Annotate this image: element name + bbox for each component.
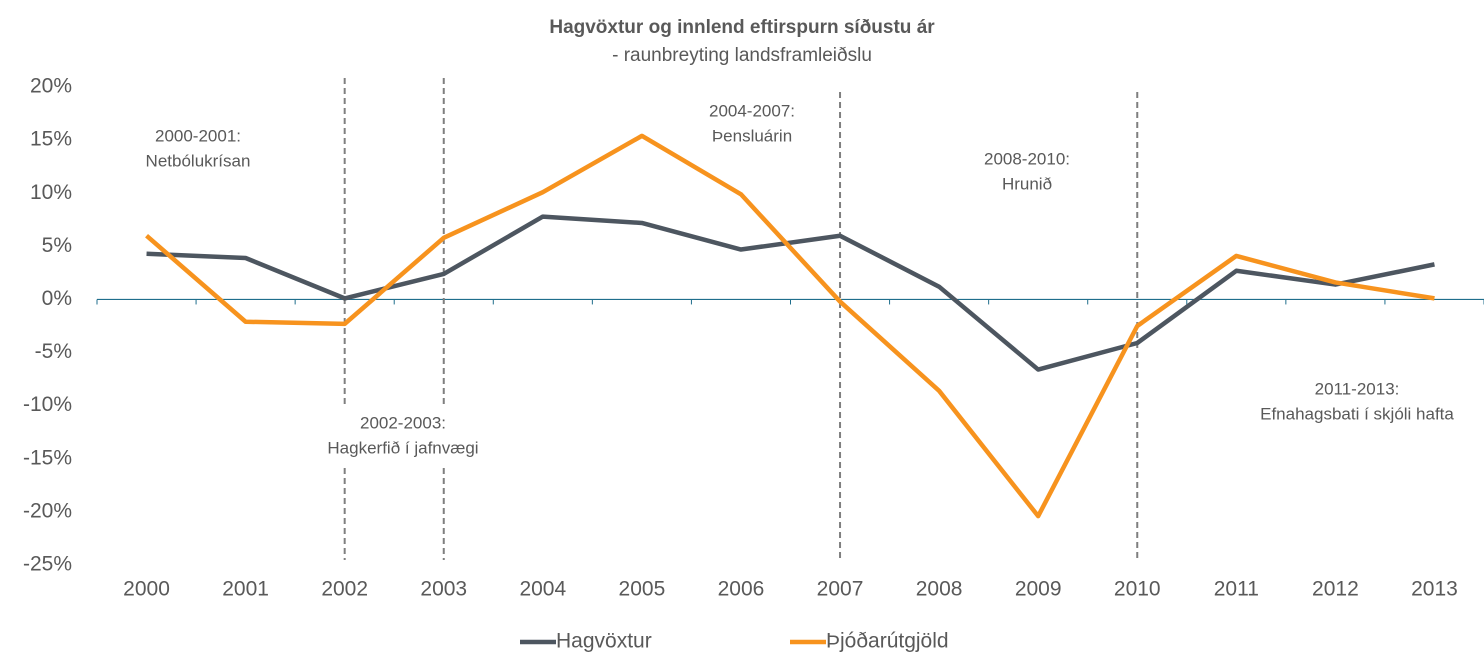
chart-subtitle: - raunbreyting landsframleiðslu	[612, 45, 872, 66]
annotation: Þensluárin	[712, 126, 792, 145]
annotation: 2011-2013:	[1315, 379, 1400, 398]
y-tick-label: -25%	[23, 553, 72, 576]
x-tick-label: 2002	[321, 578, 368, 601]
x-tick-label: 2000	[123, 578, 170, 601]
x-tick-label: 2008	[916, 578, 963, 601]
y-tick-label: 20%	[30, 75, 72, 98]
y-tick-label: -10%	[23, 393, 72, 416]
x-tick-label: 2012	[1312, 578, 1359, 601]
legend-label: Hagvöxtur	[556, 630, 652, 653]
series-line	[146, 214, 1435, 372]
x-tick-label: 2005	[619, 578, 666, 601]
x-tick-label: 2013	[1411, 578, 1458, 601]
series-line	[145, 133, 1435, 519]
annotation: 2004-2007:	[709, 101, 795, 120]
x-tick-label: 2009	[1015, 578, 1062, 601]
x-tick-label: 2010	[1114, 578, 1161, 601]
annotation: Hrunið	[1002, 174, 1052, 193]
annotation: 2000-2001:	[155, 126, 241, 145]
x-tick-label: 2004	[519, 578, 566, 601]
chart-title: Hagvöxtur og innlend eftirspurn síðustu …	[549, 17, 935, 38]
annotation: Hagkerfið í jafnvægi	[327, 438, 478, 457]
annotation: 2008-2010:	[984, 149, 1070, 168]
annotation: 2002-2003:	[360, 413, 446, 432]
x-tick-label: 2001	[222, 578, 269, 601]
y-tick-label: 5%	[42, 234, 72, 257]
annotation: Efnahagsbati í skjóli hafta	[1260, 404, 1454, 423]
legend-label: Þjóðarútgjöld	[826, 630, 949, 653]
y-tick-label: 10%	[30, 181, 72, 204]
y-tick-label: 0%	[42, 287, 72, 310]
x-tick-label: 2011	[1214, 578, 1259, 601]
y-tick-label: 15%	[30, 128, 72, 151]
y-tick-label: -15%	[23, 446, 72, 469]
x-tick-label: 2007	[817, 578, 864, 601]
annotation-bg	[255, 408, 555, 466]
y-tick-label: -20%	[23, 499, 72, 522]
annotation: Netbólukrísan	[146, 151, 251, 170]
x-tick-label: 2003	[420, 578, 467, 601]
y-tick-label: -5%	[35, 340, 72, 363]
x-tick-label: 2006	[718, 578, 765, 601]
